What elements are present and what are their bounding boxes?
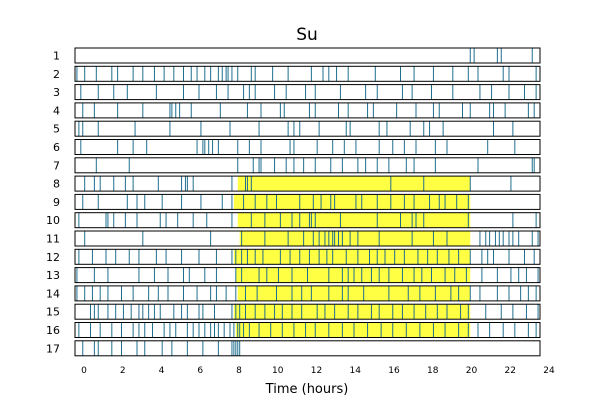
row-frame <box>74 102 541 119</box>
row-frame <box>74 230 541 247</box>
row-frame <box>74 303 541 320</box>
row-label: 12 <box>46 251 60 264</box>
row-frame <box>74 285 541 302</box>
highlight-span <box>237 212 471 228</box>
x-tick-label: 0 <box>81 366 87 376</box>
row-frame <box>74 340 541 357</box>
raster-row-2: 2 <box>53 65 541 82</box>
raster-row-16: 16 <box>46 322 541 338</box>
raster-row-9: 9 <box>53 193 541 210</box>
x-tick-label: 2 <box>120 366 126 376</box>
raster-row-11: 11 <box>46 230 541 247</box>
raster-row-5: 5 <box>53 120 541 137</box>
row-label: 9 <box>53 196 60 209</box>
row-frame <box>74 65 541 82</box>
raster-row-4: 4 <box>53 102 541 119</box>
raster-row-1: 1 <box>53 47 541 64</box>
row-frame <box>74 248 541 265</box>
x-tick-label: 6 <box>197 366 203 376</box>
row-label: 15 <box>46 306 60 319</box>
row-label: 16 <box>46 324 60 337</box>
chart-title: Su <box>296 25 318 45</box>
row-frame <box>74 84 541 101</box>
row-label: 6 <box>53 141 60 154</box>
highlight-span <box>235 267 471 283</box>
x-tick-label: 18 <box>427 366 439 376</box>
row-frame <box>74 139 541 155</box>
raster-row-7: 7 <box>53 157 541 174</box>
x-tick-label: 4 <box>159 366 165 376</box>
row-frame <box>74 47 541 64</box>
row-frame <box>74 120 541 137</box>
row-label: 14 <box>46 287 60 300</box>
raster-row-6: 6 <box>53 139 541 155</box>
highlight-span <box>239 231 471 246</box>
row-label: 11 <box>46 233 60 246</box>
row-frame <box>74 322 541 338</box>
raster-row-17: 17 <box>46 340 541 357</box>
highlight-span <box>233 194 471 210</box>
x-tick-label: 22 <box>505 366 516 376</box>
row-label: 3 <box>53 86 60 99</box>
row-label: 10 <box>46 214 60 227</box>
row-frame <box>74 193 541 210</box>
x-axis-ticks: 0 2 4 6 8 10 12 14 16 18 20 22 24 <box>81 366 555 376</box>
row-label: 5 <box>53 123 60 136</box>
row-label: 1 <box>53 50 60 63</box>
row-label: 7 <box>53 159 60 172</box>
row-label: 2 <box>53 68 60 81</box>
x-tick-label: 20 <box>466 366 478 376</box>
row-label: 13 <box>46 269 60 282</box>
x-axis-label: Time (hours) <box>265 382 349 397</box>
x-tick-label: 24 <box>543 366 555 376</box>
x-tick-label: 16 <box>388 366 400 376</box>
row-label: 4 <box>53 104 60 117</box>
row-label: 8 <box>53 178 60 191</box>
row-frame <box>74 212 541 229</box>
highlight-span <box>233 249 471 265</box>
row-frame <box>74 157 541 174</box>
highlight-span <box>233 304 471 320</box>
raster-row-8: 8 <box>53 175 541 192</box>
raster-row-12: 12 <box>46 248 541 265</box>
row-label: 17 <box>46 342 60 355</box>
raster-row-10: 10 <box>46 212 541 229</box>
row-frame <box>74 267 541 284</box>
x-tick-label: 14 <box>350 366 362 376</box>
highlight-span <box>237 285 471 301</box>
highlight-span <box>237 176 471 192</box>
x-tick-label: 12 <box>311 366 322 376</box>
raster-row-14: 14 <box>46 285 541 302</box>
x-tick-label: 8 <box>236 366 242 376</box>
x-tick-label: 10 <box>272 366 284 376</box>
row-frame <box>74 175 541 192</box>
raster-row-13: 13 <box>46 267 541 284</box>
raster-row-15: 15 <box>46 303 541 320</box>
raster-row-3: 3 <box>53 84 541 101</box>
